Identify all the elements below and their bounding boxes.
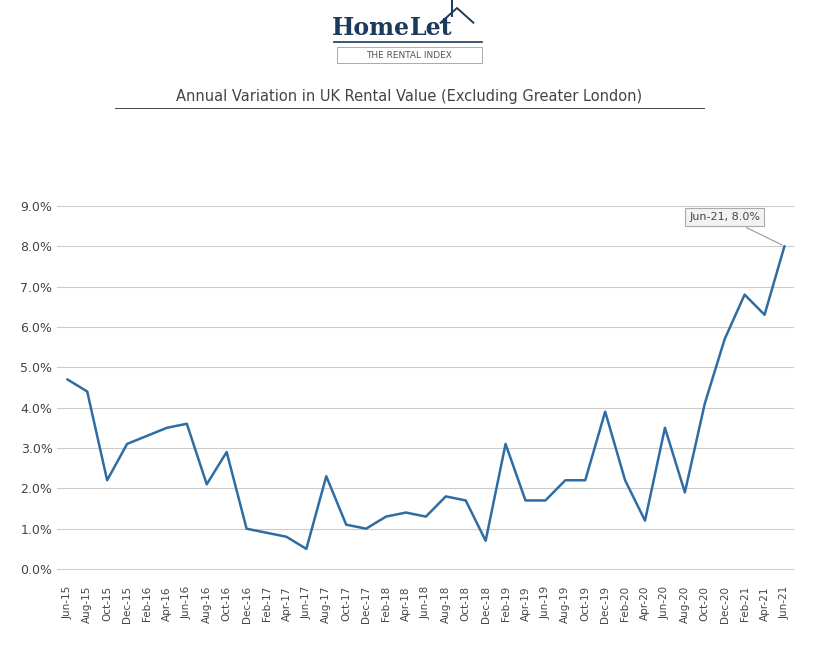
Text: Jun-21, 8.0%: Jun-21, 8.0% bbox=[690, 212, 782, 245]
Text: Let: Let bbox=[410, 16, 452, 40]
Text: Home: Home bbox=[332, 16, 410, 40]
Text: Annual Variation in UK Rental Value (Excluding Greater London): Annual Variation in UK Rental Value (Exc… bbox=[176, 89, 643, 104]
Text: THE RENTAL INDEX: THE RENTAL INDEX bbox=[367, 51, 452, 60]
